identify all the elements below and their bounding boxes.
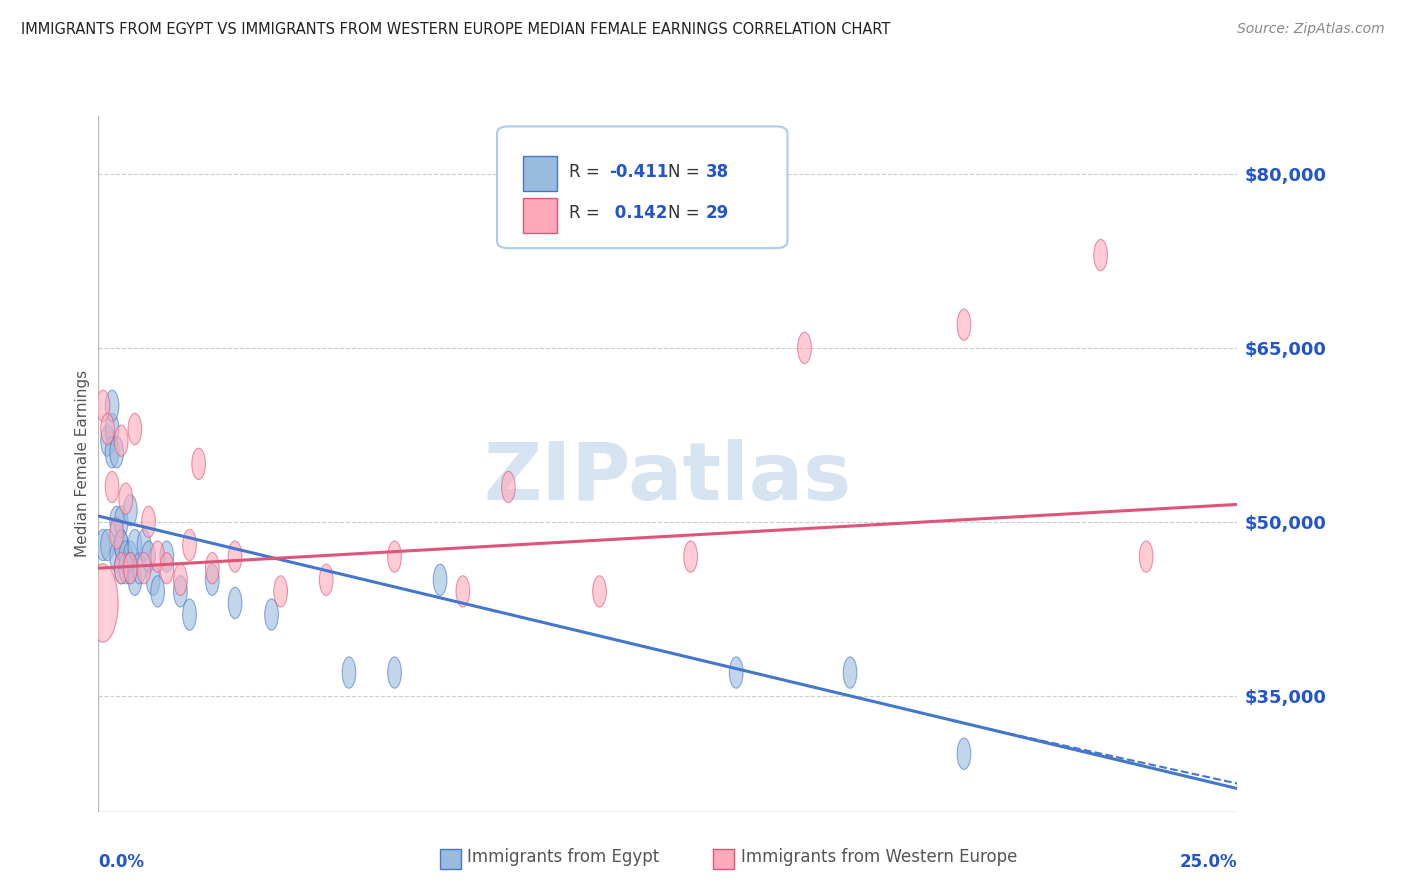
Ellipse shape (110, 436, 124, 468)
Ellipse shape (183, 529, 197, 561)
Ellipse shape (128, 529, 142, 561)
FancyBboxPatch shape (498, 127, 787, 248)
Ellipse shape (96, 390, 110, 422)
Ellipse shape (138, 529, 150, 561)
Ellipse shape (183, 599, 197, 631)
Ellipse shape (173, 564, 187, 596)
Ellipse shape (388, 541, 401, 573)
FancyBboxPatch shape (523, 198, 557, 233)
Ellipse shape (191, 448, 205, 480)
Ellipse shape (114, 529, 128, 561)
Ellipse shape (683, 541, 697, 573)
Ellipse shape (114, 552, 128, 584)
Ellipse shape (264, 599, 278, 631)
Ellipse shape (160, 552, 173, 584)
FancyBboxPatch shape (440, 848, 461, 870)
Ellipse shape (844, 657, 856, 689)
Ellipse shape (142, 506, 156, 538)
Ellipse shape (96, 529, 110, 561)
Ellipse shape (128, 413, 142, 445)
Text: N =: N = (668, 204, 704, 222)
Text: R =: R = (569, 204, 605, 222)
Ellipse shape (101, 425, 114, 457)
Ellipse shape (101, 529, 114, 561)
Text: Source: ZipAtlas.com: Source: ZipAtlas.com (1237, 22, 1385, 37)
Ellipse shape (205, 564, 219, 596)
Text: Immigrants from Western Europe: Immigrants from Western Europe (741, 848, 1017, 866)
Ellipse shape (1094, 239, 1108, 271)
Ellipse shape (105, 413, 120, 445)
Text: R =: R = (569, 162, 605, 180)
Ellipse shape (146, 564, 160, 596)
Ellipse shape (120, 483, 132, 515)
Ellipse shape (1139, 541, 1153, 573)
Ellipse shape (120, 541, 132, 573)
Ellipse shape (730, 657, 742, 689)
Ellipse shape (114, 529, 128, 561)
Ellipse shape (101, 413, 114, 445)
Ellipse shape (205, 552, 219, 584)
Ellipse shape (160, 541, 173, 573)
Text: ZIPatlas: ZIPatlas (484, 439, 852, 516)
Text: 0.142: 0.142 (609, 204, 666, 222)
Text: 38: 38 (706, 162, 728, 180)
Text: -0.411: -0.411 (609, 162, 668, 180)
Ellipse shape (502, 471, 515, 503)
Ellipse shape (128, 564, 142, 596)
Ellipse shape (593, 575, 606, 607)
Text: Immigrants from Egypt: Immigrants from Egypt (467, 848, 659, 866)
Ellipse shape (957, 309, 970, 341)
Text: 25.0%: 25.0% (1180, 854, 1237, 871)
Ellipse shape (114, 506, 128, 538)
Text: N =: N = (668, 162, 704, 180)
Text: 29: 29 (706, 204, 728, 222)
Ellipse shape (228, 587, 242, 619)
Ellipse shape (105, 471, 120, 503)
Ellipse shape (388, 657, 401, 689)
Ellipse shape (319, 564, 333, 596)
Ellipse shape (110, 541, 124, 573)
Ellipse shape (120, 552, 132, 584)
Ellipse shape (132, 552, 146, 584)
Ellipse shape (89, 564, 118, 642)
Ellipse shape (433, 564, 447, 596)
Ellipse shape (957, 738, 970, 770)
Ellipse shape (142, 541, 156, 573)
Ellipse shape (114, 552, 128, 584)
Ellipse shape (124, 541, 138, 573)
Y-axis label: Median Female Earnings: Median Female Earnings (75, 370, 90, 558)
FancyBboxPatch shape (713, 848, 734, 870)
Ellipse shape (456, 575, 470, 607)
Ellipse shape (114, 425, 128, 457)
Ellipse shape (274, 575, 287, 607)
Text: 0.0%: 0.0% (98, 854, 145, 871)
Ellipse shape (342, 657, 356, 689)
Ellipse shape (110, 506, 124, 538)
Ellipse shape (797, 332, 811, 364)
Ellipse shape (150, 541, 165, 573)
Ellipse shape (110, 517, 124, 549)
Ellipse shape (228, 541, 242, 573)
Ellipse shape (124, 494, 138, 526)
Ellipse shape (150, 575, 165, 607)
Ellipse shape (105, 436, 120, 468)
Ellipse shape (105, 390, 120, 422)
Ellipse shape (173, 575, 187, 607)
FancyBboxPatch shape (523, 156, 557, 191)
Ellipse shape (124, 552, 138, 584)
Text: IMMIGRANTS FROM EGYPT VS IMMIGRANTS FROM WESTERN EUROPE MEDIAN FEMALE EARNINGS C: IMMIGRANTS FROM EGYPT VS IMMIGRANTS FROM… (21, 22, 890, 37)
Ellipse shape (138, 552, 150, 584)
Ellipse shape (124, 552, 138, 584)
